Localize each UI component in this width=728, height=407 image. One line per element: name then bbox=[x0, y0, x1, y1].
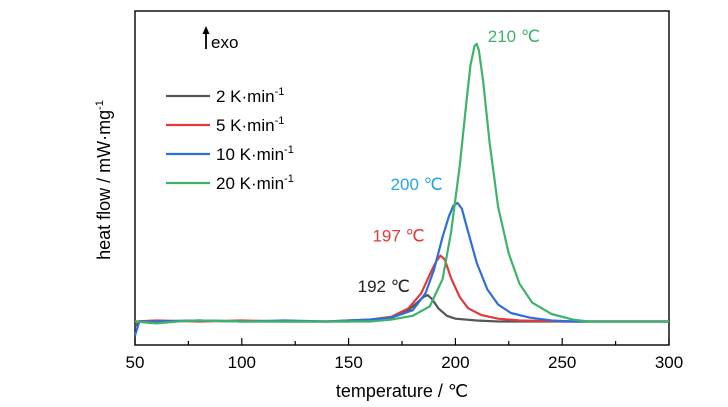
peak-annotation: 192 ℃ bbox=[358, 277, 410, 296]
x-tick-label: 150 bbox=[334, 353, 362, 372]
legend: 2 K·min-1 5 K·min-1 10 K·min-1 20 K·min-1 bbox=[166, 86, 294, 193]
series-line bbox=[134, 42, 669, 325]
x-axis-label: temperature / ℃ bbox=[336, 381, 468, 401]
legend-label: 5 K·min-1 bbox=[216, 115, 284, 135]
x-axis-tick-labels: 50 100 150 200 250 300 bbox=[126, 353, 684, 372]
y-axis-label-text: heat flow / mW·mg bbox=[94, 110, 114, 260]
legend-label: 10 K·min-1 bbox=[216, 144, 294, 164]
x-tick-label: 200 bbox=[441, 353, 469, 372]
series-line bbox=[133, 201, 669, 336]
y-axis-label: heat flow / mW·mg-1 bbox=[94, 100, 114, 260]
peak-annotations: 192 ℃ 197 ℃ 200 ℃ 210 ℃ bbox=[358, 27, 540, 296]
legend-label: 2 K·min-1 bbox=[216, 86, 284, 106]
x-tick-label: 250 bbox=[548, 353, 576, 372]
series-lines bbox=[133, 42, 669, 336]
peak-annotation: 200 ℃ bbox=[391, 175, 443, 194]
peak-annotation: 210 ℃ bbox=[488, 27, 540, 46]
peak-annotation: 197 ℃ bbox=[372, 227, 424, 246]
x-tick-label: 300 bbox=[655, 353, 683, 372]
x-axis-ticks bbox=[134, 338, 670, 345]
y-axis-label-superscript: -1 bbox=[94, 100, 106, 110]
x-tick-label: 100 bbox=[228, 353, 256, 372]
exo-indicator: exo bbox=[202, 26, 238, 52]
exo-arrow-head bbox=[202, 26, 210, 34]
legend-label: 20 K·min-1 bbox=[216, 173, 294, 193]
exo-label: exo bbox=[211, 33, 238, 52]
x-tick-label: 50 bbox=[126, 353, 145, 372]
